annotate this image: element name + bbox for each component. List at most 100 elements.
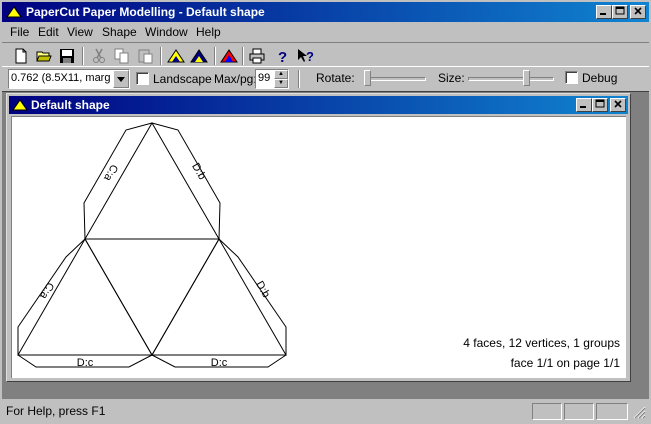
tab-label: D:b — [189, 161, 208, 182]
toolbar-separator — [298, 70, 300, 88]
tab-outline — [83, 122, 153, 240]
spin-up-button[interactable]: ▲ — [274, 70, 288, 79]
model-summary: 4 faces, 12 vertices, 1 groups — [463, 336, 620, 350]
toolbar-separator — [160, 47, 162, 65]
app-icon — [6, 6, 22, 18]
open-button[interactable] — [33, 46, 55, 66]
context-help-icon: ? — [298, 49, 314, 64]
chevron-down-icon — [117, 77, 125, 82]
tab-outline — [151, 122, 221, 240]
tab-label: D:c — [77, 357, 94, 369]
status-help-text: For Help, press F1 — [6, 404, 106, 418]
paste-button[interactable] — [134, 46, 156, 66]
new-button[interactable] — [10, 46, 32, 66]
dropdown-button[interactable] — [113, 70, 129, 88]
net-drawing: C:a D:b C:a D:b D:c D:c — [17, 122, 287, 369]
shape-tri-icon — [220, 49, 238, 63]
open-folder-icon — [36, 51, 52, 62]
face-page-info: face 1/1 on page 1/1 — [510, 356, 620, 370]
shape-yellow-button[interactable] — [165, 46, 187, 66]
close-icon — [634, 7, 642, 15]
tab-label: C:a — [101, 162, 120, 184]
toolbar-separator — [214, 47, 216, 65]
title-bar[interactable]: PaperCut Paper Modelling - Default shape — [2, 2, 649, 22]
size-slider-thumb[interactable] — [523, 70, 531, 86]
document-window: Default shape — [6, 93, 631, 382]
tab-label: C:a — [37, 280, 56, 302]
shape-blue-button[interactable] — [188, 46, 210, 66]
maximize-icon — [615, 6, 625, 15]
minimize-button[interactable] — [596, 5, 612, 19]
context-help-button[interactable]: ? — [295, 46, 317, 66]
toolbar-separator — [82, 47, 84, 65]
doc-close-button[interactable] — [610, 98, 626, 112]
menu-help[interactable]: Help — [196, 25, 221, 39]
options-toolbar: 0.762 (8.5X11, margi Landscape Max/pg: 9… — [2, 66, 649, 90]
tab-outline — [151, 354, 287, 368]
minimize-icon — [580, 106, 586, 108]
landscape-label: Landscape — [153, 72, 212, 86]
help-icon: ? — [278, 49, 287, 64]
tab-outline — [17, 238, 86, 355]
cut-button[interactable] — [88, 46, 110, 66]
menu-bar: File Edit View Shape Window Help — [2, 22, 649, 41]
maximize-icon — [595, 99, 605, 108]
shape-blue-icon — [190, 49, 208, 63]
spinner-buttons: ▲ ▼ — [274, 70, 288, 88]
svg-text:?: ? — [278, 49, 287, 64]
rotate-slider-thumb[interactable] — [364, 70, 371, 86]
debug-label: Debug — [582, 71, 618, 85]
help-button[interactable]: ? — [272, 46, 294, 66]
document-title-bar[interactable]: Default shape — [9, 96, 628, 114]
paper-size-select[interactable]: 0.762 (8.5X11, margi — [8, 69, 130, 89]
face-center — [84, 238, 220, 356]
status-bar: For Help, press F1 — [2, 400, 649, 422]
doc-minimize-button[interactable] — [576, 98, 592, 112]
max-per-page-label: Max/pg: — [214, 72, 257, 86]
size-label: Size: — [438, 71, 465, 85]
svg-text:?: ? — [306, 49, 314, 64]
paper-size-value: 0.762 (8.5X11, margi — [11, 72, 111, 84]
paste-icon — [138, 49, 153, 64]
close-icon — [614, 100, 622, 108]
max-per-page-value: 99 — [258, 72, 271, 84]
maximize-button[interactable] — [612, 5, 628, 19]
save-icon — [60, 49, 74, 63]
size-slider[interactable] — [468, 77, 554, 81]
rotate-slider[interactable] — [364, 77, 426, 81]
shape-yellow-icon — [167, 49, 185, 63]
tab-outline — [218, 238, 287, 355]
debug-checkbox[interactable] — [565, 71, 578, 84]
resize-grip-icon[interactable] — [633, 406, 646, 419]
landscape-checkbox[interactable] — [136, 72, 149, 85]
document-title: Default shape — [31, 98, 110, 112]
copy-icon — [114, 48, 129, 64]
tab-label: D:b — [253, 279, 272, 300]
status-pane — [532, 403, 562, 420]
main-toolbar: ? ? — [2, 42, 649, 66]
shape-tri-button[interactable] — [218, 46, 240, 66]
rotate-label: Rotate: — [316, 71, 355, 85]
new-file-icon — [15, 48, 27, 64]
tab-outline — [17, 354, 153, 368]
menu-shape[interactable]: Shape — [102, 25, 137, 39]
copy-button[interactable] — [111, 46, 133, 66]
print-button[interactable] — [246, 46, 268, 66]
print-icon — [249, 48, 265, 64]
menu-file[interactable]: File — [10, 25, 30, 39]
face-right — [151, 238, 287, 356]
max-per-page-spinner[interactable]: 99 ▲ ▼ — [255, 69, 289, 89]
model-canvas[interactable]: C:a D:b C:a D:b D:c D:c 4 faces, 12 vert… — [11, 116, 626, 378]
menu-window[interactable]: Window — [145, 25, 188, 39]
document-icon — [12, 99, 28, 111]
close-button[interactable] — [630, 5, 646, 19]
spin-down-button[interactable]: ▼ — [274, 79, 288, 88]
doc-maximize-button[interactable] — [592, 98, 608, 112]
status-pane — [564, 403, 594, 420]
face-left — [17, 238, 153, 356]
save-button[interactable] — [56, 46, 78, 66]
minimize-icon — [600, 13, 606, 15]
menu-edit[interactable]: Edit — [38, 25, 59, 39]
window-title: PaperCut Paper Modelling - Default shape — [26, 5, 265, 19]
menu-view[interactable]: View — [67, 25, 93, 39]
